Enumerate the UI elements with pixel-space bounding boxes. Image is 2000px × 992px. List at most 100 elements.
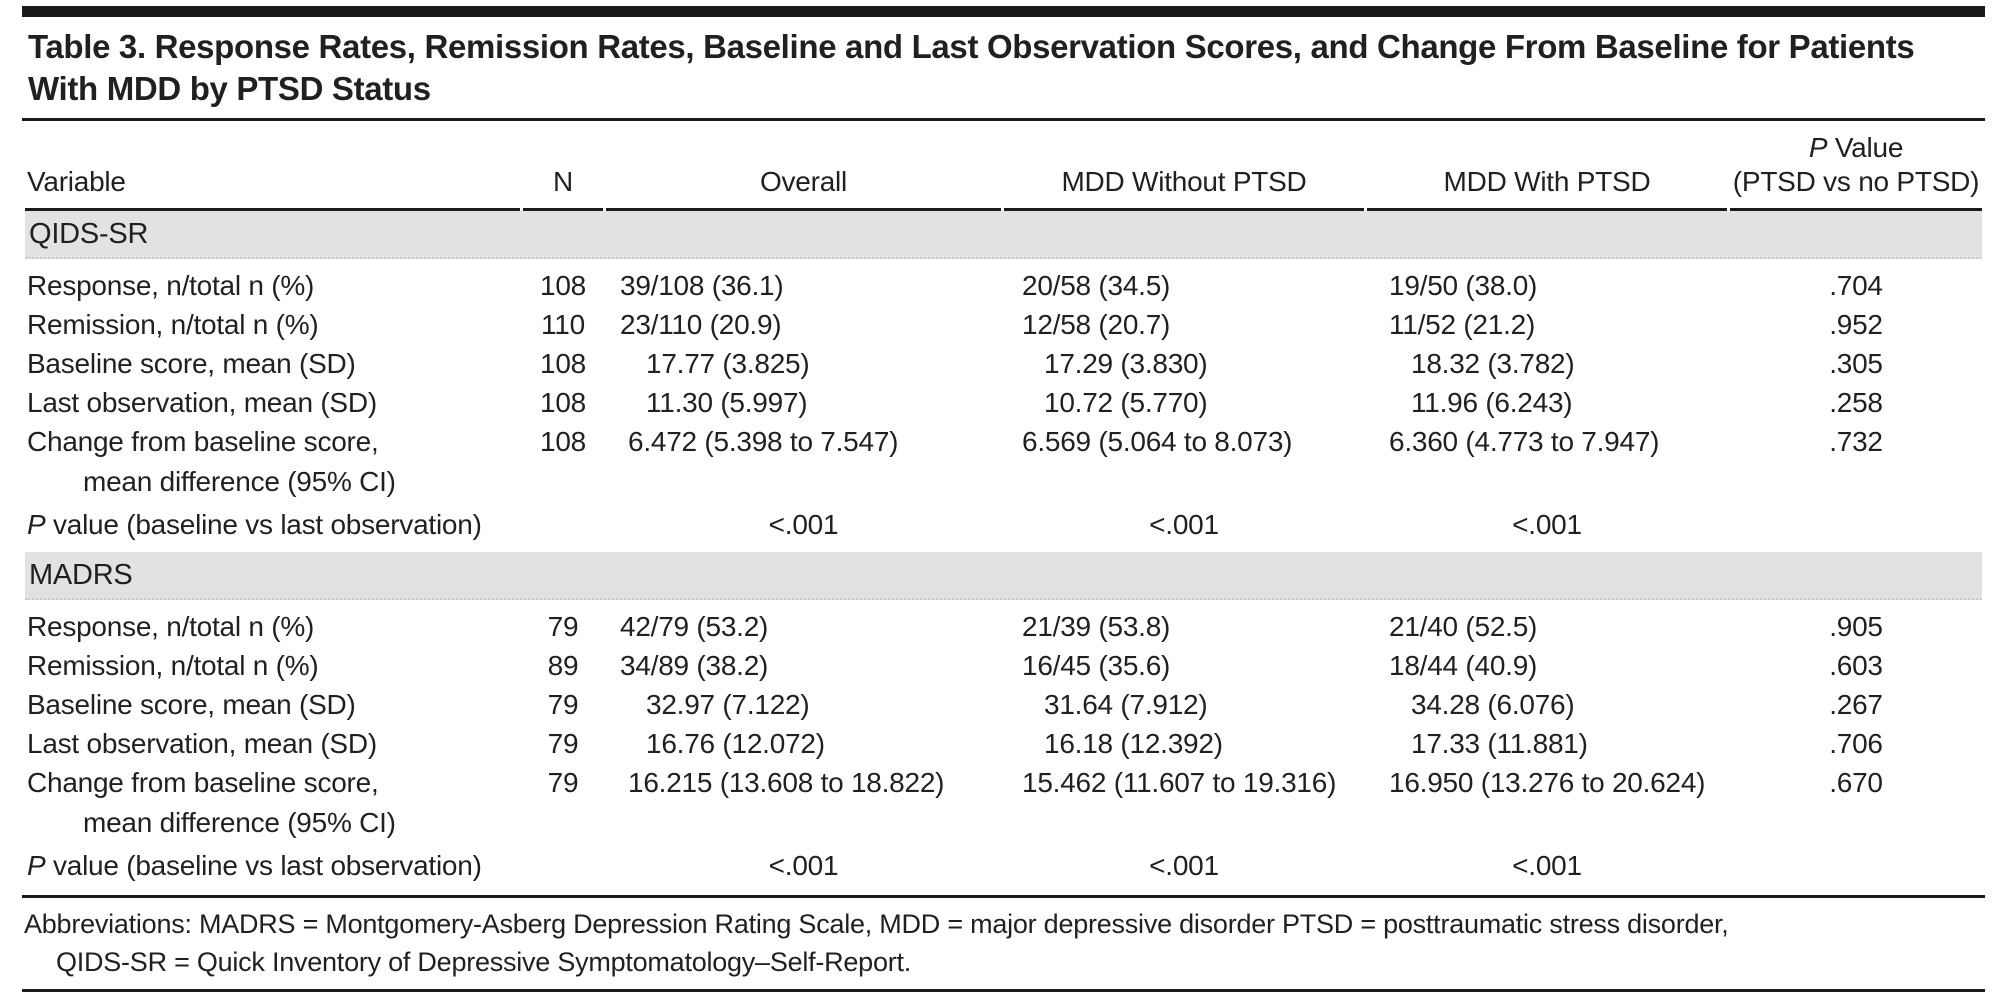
col-header-mdd-without-ptsd: MDD Without PTSD bbox=[1004, 121, 1364, 211]
col-header-variable: Variable bbox=[25, 121, 520, 211]
table-row: P value (baseline vs last observation) <.… bbox=[25, 502, 1982, 552]
cell-mdd-without-ptsd: 15.462 (11.607 to 19.316) bbox=[1022, 767, 1337, 798]
table-row: Baseline score, mean (SD) 108 17.77 (3.825… bbox=[25, 344, 1982, 383]
table-row: Last observation, mean (SD) 108 11.30 (5.9… bbox=[25, 383, 1982, 422]
section-header-label: MADRS bbox=[25, 552, 1982, 600]
cell-overall: 11.30 (5.997) bbox=[646, 387, 808, 418]
section-header-row: QIDS-SR bbox=[25, 211, 1982, 259]
col-header-overall: Overall bbox=[606, 121, 1001, 211]
pvalue-italic-p: P bbox=[1808, 132, 1828, 163]
cell-overall: 17.77 (3.825) bbox=[646, 348, 810, 379]
cell-pvalue: .258 bbox=[1829, 387, 1883, 418]
variable-label: Last observation, mean (SD) bbox=[27, 728, 377, 759]
cell-overall: 6.472 (5.398 to 7.547) bbox=[628, 426, 899, 457]
cell-pvalue bbox=[1730, 843, 1982, 893]
cell-mdd-with-ptsd: 17.33 (11.881) bbox=[1411, 728, 1588, 759]
footnote-rule bbox=[22, 895, 1985, 898]
cell-n bbox=[523, 502, 603, 552]
table-title-line2: With MDD by PTSD Status bbox=[28, 70, 431, 107]
cell-mdd-without-ptsd: 6.569 (5.064 to 8.073) bbox=[1022, 426, 1293, 457]
cell-pvalue: .603 bbox=[1829, 650, 1883, 681]
cell-mdd-with-ptsd: 19/50 (38.0) bbox=[1389, 270, 1538, 301]
cell-variable: Last observation, mean (SD) bbox=[25, 724, 520, 763]
cell-n: 89 bbox=[547, 650, 579, 681]
cell-n: 79 bbox=[547, 611, 579, 642]
variable-label: Remission, n/total n (%) bbox=[27, 650, 319, 681]
cell-n: 79 bbox=[547, 767, 579, 798]
cell-variable: Response, n/total n (%) bbox=[25, 259, 520, 305]
cell-mdd-with-ptsd: 11/52 (21.2) bbox=[1389, 309, 1536, 340]
cell-overall: 32.97 (7.122) bbox=[646, 689, 810, 720]
col-header-pvalue-line2: (PTSD vs no PTSD) bbox=[1732, 166, 1980, 197]
cell-mdd-with-ptsd: 6.360 (4.773 to 7.947) bbox=[1389, 426, 1660, 457]
title-rule bbox=[22, 118, 1985, 121]
cell-pvalue: .267 bbox=[1829, 689, 1883, 720]
cell-variable: P value (baseline vs last observation) bbox=[25, 843, 520, 893]
cell-overall: 42/79 (53.2) bbox=[620, 611, 769, 642]
cell-mdd-without-ptsd: 12/58 (20.7) bbox=[1022, 309, 1171, 340]
variable-label: Change from baseline score, bbox=[27, 767, 379, 798]
variable-label: Response, n/total n (%) bbox=[27, 611, 315, 642]
cell-n: 110 bbox=[541, 309, 585, 340]
col-header-mdd-with-ptsd: MDD With PTSD bbox=[1367, 121, 1727, 211]
cell-overall: 16.76 (12.072) bbox=[646, 728, 825, 759]
cell-mdd-without-ptsd: 31.64 (7.912) bbox=[1044, 689, 1208, 720]
cell-variable: Last observation, mean (SD) bbox=[25, 383, 520, 422]
table-row: Remission, n/total n (%) 89 34/89 (38.2) 16… bbox=[25, 646, 1982, 685]
cell-mdd-with-ptsd: 21/40 (52.5) bbox=[1389, 611, 1538, 642]
table-figure: Table 3. Response Rates, Remission Rates… bbox=[22, 6, 1985, 992]
cell-overall: 16.215 (13.608 to 18.822) bbox=[628, 767, 945, 798]
cell-pvalue: .952 bbox=[1829, 309, 1883, 340]
table-row: P value (baseline vs last observation) <.… bbox=[25, 843, 1982, 893]
variable-label-italic-p: P bbox=[27, 508, 46, 540]
cell-mdd-without-ptsd: 21/39 (53.8) bbox=[1022, 611, 1171, 642]
col-header-pvalue-line1: P Value bbox=[1730, 131, 1982, 165]
table-row: Response, n/total n (%) 108 39/108 (36.1) 2… bbox=[25, 259, 1982, 305]
cell-pvalue bbox=[1730, 502, 1982, 552]
cell-mdd-without-ptsd: 10.72 (5.770) bbox=[1044, 387, 1208, 418]
top-rule bbox=[22, 6, 1985, 17]
cell-mdd-without-ptsd: <.001 bbox=[1149, 849, 1219, 881]
cell-n: 108 bbox=[540, 270, 586, 301]
cell-n: 108 bbox=[540, 387, 586, 418]
cell-overall: 39/108 (36.1) bbox=[620, 270, 784, 301]
variable-label: Baseline score, mean (SD) bbox=[27, 348, 356, 379]
variable-label: Last observation, mean (SD) bbox=[27, 387, 377, 418]
cell-mdd-without-ptsd: 17.29 (3.830) bbox=[1044, 348, 1208, 379]
cell-n: 108 bbox=[540, 426, 586, 457]
cell-overall: <.001 bbox=[768, 508, 839, 540]
variable-label: P value (baseline vs last observation) bbox=[27, 849, 482, 881]
cell-overall: 23/110 (20.9) bbox=[620, 309, 782, 340]
variable-label: P value (baseline vs last observation) bbox=[27, 508, 482, 540]
data-table: Variable N Overall MDD Without PTSD MDD … bbox=[22, 121, 1985, 893]
section-header-label: QIDS-SR bbox=[25, 211, 1982, 259]
cell-mdd-with-ptsd: 34.28 (6.076) bbox=[1411, 689, 1575, 720]
variable-label: Baseline score, mean (SD) bbox=[27, 689, 356, 720]
table-row: Remission, n/total n (%) 110 23/110 (20.9)… bbox=[25, 305, 1982, 344]
cell-pvalue: .905 bbox=[1829, 611, 1883, 642]
cell-n: 79 bbox=[547, 728, 579, 759]
table-row: Baseline score, mean (SD) 79 32.97 (7.122)… bbox=[25, 685, 1982, 724]
cell-n: 79 bbox=[547, 689, 579, 720]
footnote-line1: Abbreviations: MADRS = Montgomery-Asberg… bbox=[24, 909, 1729, 939]
table-title: Table 3. Response Rates, Remission Rates… bbox=[28, 26, 1985, 110]
variable-label: Response, n/total n (%) bbox=[27, 270, 315, 301]
cell-mdd-with-ptsd: <.001 bbox=[1512, 508, 1582, 540]
cell-mdd-with-ptsd: 18.32 (3.782) bbox=[1411, 348, 1575, 379]
table-row: Last observation, mean (SD) 79 16.76 (12.0… bbox=[25, 724, 1982, 763]
section-header-row: MADRS bbox=[25, 552, 1982, 600]
cell-variable: Remission, n/total n (%) bbox=[25, 305, 520, 344]
header-row: Variable N Overall MDD Without PTSD MDD … bbox=[25, 121, 1982, 211]
variable-label: Change from baseline score, bbox=[27, 426, 379, 457]
cell-mdd-without-ptsd: <.001 bbox=[1149, 508, 1219, 540]
cell-n: 108 bbox=[540, 348, 586, 379]
pvalue-rest: Value bbox=[1827, 132, 1904, 163]
cell-overall: <.001 bbox=[768, 849, 839, 881]
footnote: Abbreviations: MADRS = Montgomery-Asberg… bbox=[22, 898, 1985, 989]
cell-variable: Baseline score, mean (SD) bbox=[25, 344, 520, 383]
variable-label-line2: mean difference (95% CI) bbox=[83, 807, 396, 838]
col-header-pvalue: P Value (PTSD vs no PTSD) bbox=[1730, 121, 1982, 211]
cell-mdd-with-ptsd: 18/44 (40.9) bbox=[1389, 650, 1538, 681]
cell-variable: Change from baseline score, mean differen… bbox=[25, 763, 520, 843]
cell-mdd-with-ptsd: 11.96 (6.243) bbox=[1411, 387, 1573, 418]
